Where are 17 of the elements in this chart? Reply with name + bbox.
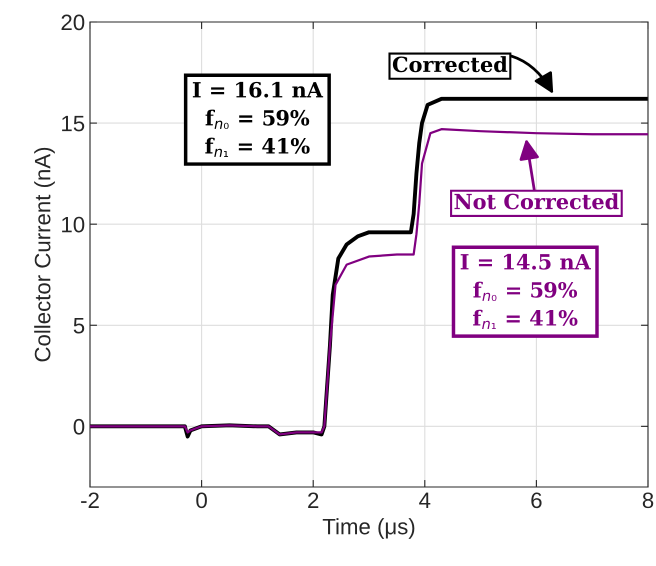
x-tick-label: 0 — [196, 492, 207, 508]
y-tick-label: 5 — [74, 318, 84, 334]
y-axis-title: Collector Current (nA) — [34, 148, 55, 362]
text: I = 14.5 nA f$_{n₀}$ = 59% f$_{n₁}$ = 41% — [460, 254, 591, 329]
x-tick-label: 6 — [531, 492, 542, 508]
y-tick-label: 10 — [62, 216, 84, 232]
x-axis-title: Time (μs) — [322, 518, 414, 539]
x-tick-label: 2 — [308, 492, 318, 508]
y-tick-label: 15 — [62, 116, 84, 132]
x-tick-label: -2 — [81, 492, 99, 508]
text: I = 16.1 nA f$_{n₀}$ = 59% f$_{n₁}$ = 41% — [192, 82, 324, 157]
annotation: Not Corrected — [454, 193, 619, 210]
x-tick-label: 4 — [419, 492, 430, 508]
x-tick-label: 8 — [642, 492, 654, 508]
y-tick-label: 0 — [74, 418, 84, 435]
annotation: Corrected — [392, 56, 508, 72]
y-tick-label: 20 — [62, 14, 84, 30]
